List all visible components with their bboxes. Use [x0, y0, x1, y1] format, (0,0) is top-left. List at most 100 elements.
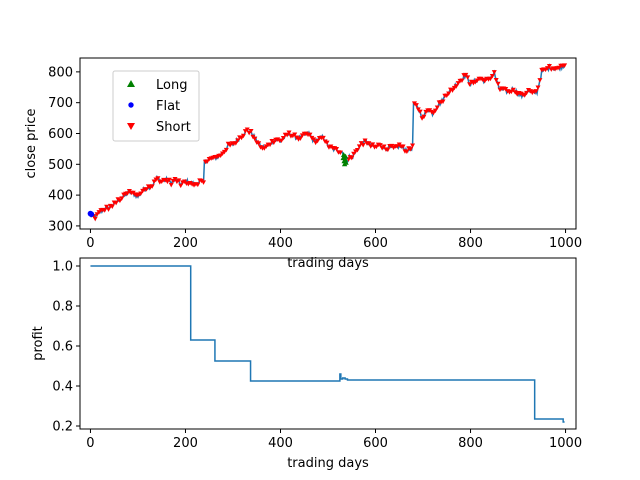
short-signal-marker	[349, 155, 355, 161]
profit-x-tick-label: 400	[268, 436, 293, 451]
short-signal-marker	[178, 183, 184, 189]
short-signal-marker	[119, 196, 125, 201]
price-y-tick-label: 500	[48, 158, 73, 173]
price-plot-frame	[79, 57, 577, 230]
price-y-tick-label: 700	[48, 96, 73, 111]
profit-y-tick-label: 1.0	[52, 260, 73, 275]
short-signal-marker	[138, 191, 144, 196]
price-y-ticks: 300 400 500 600 700 800	[48, 65, 80, 234]
short-signal-marker	[465, 75, 471, 80]
short-signal-marker	[94, 212, 100, 217]
profit-x-tick-label: 800	[458, 436, 483, 451]
short-signal-marker	[244, 127, 250, 133]
short-signal-marker	[102, 208, 108, 213]
short-signal-marker	[267, 142, 273, 148]
price-y-tick-label: 600	[48, 127, 73, 142]
profit-x-ticks: 0 200 400 600 800 1000	[86, 429, 582, 451]
price-x-ticks: 0 200 400 600 800 1000	[86, 229, 582, 251]
short-signal-marker	[223, 147, 229, 153]
short-signal-marker	[546, 63, 552, 69]
short-signal-marker	[467, 82, 473, 87]
short-signal-marker	[432, 108, 438, 114]
short-marker-icon	[127, 123, 135, 130]
long-signal-marker	[342, 153, 349, 159]
price-x-axis-label: trading days	[287, 256, 369, 271]
short-signal-marker	[370, 142, 376, 147]
trade-signal-markers	[87, 63, 568, 222]
short-signal-marker	[440, 99, 446, 105]
short-signal-marker	[413, 103, 419, 108]
price-x-tick-label: 200	[173, 236, 198, 251]
short-signal-marker	[337, 150, 343, 155]
profit-x-tick-label: 0	[86, 436, 94, 451]
short-signal-marker	[524, 90, 530, 96]
short-signal-marker	[233, 141, 239, 146]
short-signal-marker	[144, 187, 150, 192]
legend-label-flat: Flat	[156, 99, 180, 114]
price-y-tick-label: 400	[48, 189, 73, 204]
short-signal-marker	[356, 144, 362, 149]
profit-y-tick-label: 0.8	[52, 300, 73, 315]
short-signal-marker	[525, 88, 531, 93]
short-signal-marker	[252, 136, 258, 142]
short-signal-marker	[404, 149, 410, 154]
short-signal-marker	[166, 177, 172, 183]
short-signal-marker	[286, 130, 292, 135]
short-signal-marker	[535, 85, 541, 90]
profit-x-tick-label: 600	[363, 436, 388, 451]
price-y-axis-label: close price	[24, 109, 39, 179]
short-signal-marker	[334, 146, 340, 152]
short-signal-marker	[307, 132, 313, 138]
short-signal-marker	[493, 77, 499, 83]
profit-x-tick-label: 200	[173, 436, 198, 451]
short-signal-marker	[256, 141, 262, 146]
short-signal-marker	[377, 143, 383, 148]
short-signal-marker	[195, 182, 201, 188]
flat-marker-icon	[128, 102, 134, 108]
short-signal-marker	[446, 91, 452, 96]
short-signal-marker	[106, 207, 112, 212]
short-signal-marker	[204, 159, 210, 164]
short-signal-marker	[315, 138, 321, 144]
short-signal-marker	[271, 140, 277, 145]
long-signal-marker	[343, 159, 349, 165]
profit-y-tick-label: 0.6	[52, 340, 73, 355]
profit-plot-frame	[79, 257, 577, 430]
short-signal-marker	[172, 177, 178, 182]
short-signal-marker	[125, 191, 131, 196]
short-signal-marker	[537, 78, 543, 83]
profit-line	[90, 265, 565, 423]
short-signal-marker	[324, 140, 330, 146]
short-signal-marker	[510, 87, 516, 93]
short-signal-marker	[400, 144, 406, 150]
short-signal-marker	[109, 204, 115, 210]
profit-y-axis-label: profit	[31, 326, 46, 361]
short-signal-marker	[434, 105, 440, 110]
short-signal-marker	[533, 89, 539, 94]
short-signal-marker	[562, 63, 568, 68]
short-signal-marker	[235, 138, 241, 143]
short-signal-marker	[410, 143, 416, 149]
short-signal-marker	[155, 176, 161, 181]
short-signal-marker	[487, 76, 493, 82]
flat-signal-marker	[88, 211, 95, 218]
price-x-tick-label: 600	[363, 236, 388, 251]
profit-chart: 0 200 400 600 800 1000 0.2 0.4 0.6 0.8 1.0 tradin…	[31, 257, 582, 471]
short-signal-marker	[453, 84, 459, 89]
short-signal-marker	[449, 88, 455, 93]
short-signal-marker	[92, 216, 98, 222]
short-signal-marker	[495, 81, 501, 87]
price-y-tick-label: 300	[48, 219, 73, 234]
short-signal-marker	[491, 70, 497, 75]
short-signal-marker	[417, 109, 423, 115]
profit-x-axis-label: trading days	[287, 456, 369, 471]
profit-x-tick-label: 1000	[549, 436, 582, 451]
short-signal-marker	[522, 93, 528, 98]
short-signal-marker	[201, 180, 207, 185]
profit-y-tick-label: 0.4	[52, 380, 73, 395]
short-signal-marker	[104, 204, 110, 210]
short-signal-marker	[381, 144, 387, 149]
short-signal-marker	[430, 110, 436, 116]
profit-line-series	[90, 265, 565, 423]
